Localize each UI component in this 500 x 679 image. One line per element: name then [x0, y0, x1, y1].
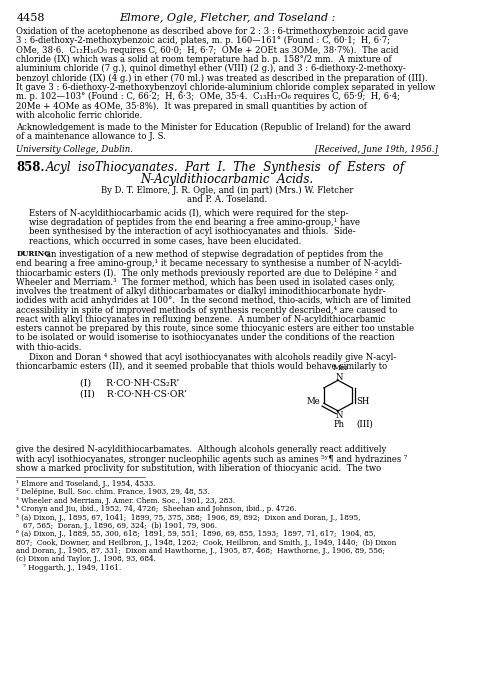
- Text: Me: Me: [306, 397, 320, 405]
- Text: thioncarbamic esters (II), and it seemed probable that thiols would behave simil: thioncarbamic esters (II), and it seemed…: [16, 363, 388, 371]
- Text: 67, 565;  Doran, J., 1896, 69, 324;  (b) 1901, 79, 906.: 67, 565; Doran, J., 1896, 69, 324; (b) 1…: [22, 522, 216, 530]
- Text: give the desired N-acyldithiocarbamates.  Although alcohols generally react addi: give the desired N-acyldithiocarbamates.…: [16, 445, 386, 454]
- Text: 4458: 4458: [16, 13, 45, 23]
- Text: Dixon and Doran ⁴ showed that acyl isothiocyanates with alcohols readily give N-: Dixon and Doran ⁴ showed that acyl isoth…: [29, 353, 396, 362]
- Text: ⁵ (a) Dixon, J., 1895, 67, 1041;  1899, 75, 375, 388;  1906, 89, 892;  Dixon and: ⁵ (a) Dixon, J., 1895, 67, 1041; 1899, 7…: [16, 513, 360, 521]
- Text: benzoyl chloride (IX) (4 g.) in ether (70 ml.) was treated as described in the p: benzoyl chloride (IX) (4 g.) in ether (7…: [16, 73, 428, 83]
- Text: with thio-acids.: with thio-acids.: [16, 343, 82, 352]
- Text: iodides with acid anhydrides at 100°.  In the second method, thio-acids, which a: iodides with acid anhydrides at 100°. In…: [16, 296, 411, 305]
- Text: ² Delépine, Bull. Soc. chim. France, 1903, 29, 48, 53.: ² Delépine, Bull. Soc. chim. France, 190…: [16, 488, 210, 496]
- Text: to be isolated or would isomerise to isothiocyanates under the conditions of the: to be isolated or would isomerise to iso…: [16, 333, 395, 342]
- Text: Acknowledgement is made to the Minister for Education (Republic of Ireland) for : Acknowledgement is made to the Minister …: [16, 123, 411, 132]
- Text: N-Acyldithiocarbamic  Acids.: N-Acyldithiocarbamic Acids.: [140, 173, 314, 186]
- Text: (I)     R·CO·NH·CS₂R’: (I) R·CO·NH·CS₂R’: [80, 379, 179, 388]
- Text: University College, Dublin.: University College, Dublin.: [16, 145, 134, 153]
- Text: wise degradation of peptides from the end bearing a free amino-group,¹ have: wise degradation of peptides from the en…: [29, 218, 360, 227]
- Text: 807;  Cook, Downer, and Heilbron, J., 1948, 1262;  Cook, Heilbron, and Smith, J.: 807; Cook, Downer, and Heilbron, J., 194…: [16, 538, 396, 547]
- Text: involves the treatment of alkyl dithiocarbamates or dialkyl iminodithiocarbonate: involves the treatment of alkyl dithioca…: [16, 287, 386, 296]
- Text: By D. T. Elmore, J. R. Ogle, and (in part) (Mrs.) W. Fletcher: By D. T. Elmore, J. R. Ogle, and (in par…: [101, 186, 353, 195]
- Text: with acyl isothiocyanates, stronger nucleophilic agents such as amines ⁵ʸ¶ and h: with acyl isothiocyanates, stronger nucl…: [16, 454, 407, 464]
- Text: an investigation of a new method of stepwise degradation of peptides from the: an investigation of a new method of step…: [46, 250, 384, 259]
- Text: N: N: [336, 411, 343, 420]
- Text: aluminium chloride (7 g.), quinol dimethyl ether (VIII) (2 g.), and 3 : 6-dietho: aluminium chloride (7 g.), quinol dimeth…: [16, 65, 406, 73]
- Text: N: N: [336, 373, 343, 382]
- Text: SH: SH: [356, 397, 370, 405]
- Text: been synthesised by the interaction of acyl isothiocyanates and thiols.  Side-: been synthesised by the interaction of a…: [29, 227, 355, 236]
- Text: and P. A. Toseland.: and P. A. Toseland.: [187, 195, 268, 204]
- Text: with alcoholic ferric chloride.: with alcoholic ferric chloride.: [16, 111, 142, 120]
- Text: ⁴ Cronyn and Jiu, ibid., 1952, 74, 4726;  Sheehan and Johnson, ibid., p. 4726.: ⁴ Cronyn and Jiu, ibid., 1952, 74, 4726;…: [16, 505, 297, 513]
- Text: reactions, which occurred in some cases, have been elucidated.: reactions, which occurred in some cases,…: [29, 236, 301, 245]
- Text: show a marked proclivity for substitution, with liberation of thiocyanic acid.  : show a marked proclivity for substitutio…: [16, 464, 382, 473]
- Text: 20Me + 4OMe as 4OMe, 35·8%).  It was prepared in small quantities by action of: 20Me + 4OMe as 4OMe, 35·8%). It was prep…: [16, 101, 367, 111]
- Text: Ph: Ph: [334, 420, 344, 429]
- Text: react with alkyl thiocyanates in refluxing benzene.  A number of N-acyldithiocar: react with alkyl thiocyanates in refluxi…: [16, 315, 386, 324]
- Text: and Doran, J., 1905, 87, 331;  Dixon and Hawthorne, J., 1905, 87, 468;  Hawthorn: and Doran, J., 1905, 87, 331; Dixon and …: [16, 547, 386, 555]
- Text: (II)    R·CO·NH·CS·OR’: (II) R·CO·NH·CS·OR’: [80, 390, 187, 399]
- Text: of a maintenance allowance to J. S.: of a maintenance allowance to J. S.: [16, 132, 167, 141]
- Text: Elmore, Ogle, Fletcher, and Toseland :: Elmore, Ogle, Fletcher, and Toseland :: [119, 13, 336, 23]
- Text: end bearing a free amino-group,¹ it became necessary to synthesise a number of N: end bearing a free amino-group,¹ it beca…: [16, 259, 402, 268]
- Text: It gave 3 : 6-diethoxy-2-methoxybenzoyl chloride-aluminium chloride complex sepa: It gave 3 : 6-diethoxy-2-methoxybenzoyl …: [16, 83, 436, 92]
- Text: DURING: DURING: [16, 250, 50, 258]
- Text: (c) Dixon and Taylor, J., 1908, 93, 684.: (c) Dixon and Taylor, J., 1908, 93, 684.: [16, 555, 156, 564]
- Text: Wheeler and Merriam.³  The former method, which has been used in isolated cases : Wheeler and Merriam.³ The former method,…: [16, 278, 395, 287]
- Text: Me₂: Me₂: [332, 365, 348, 372]
- Text: accessibility in spite of improved methods of synthesis recently described,⁴ are: accessibility in spite of improved metho…: [16, 306, 398, 314]
- Text: 3 : 6-diethoxy-2-methoxybenzoic acid, plates, m. p. 160—161° (Found : C, 60·1;  : 3 : 6-diethoxy-2-methoxybenzoic acid, pl…: [16, 36, 390, 45]
- Text: thiocarbamic esters (I).  The only methods previously reported are due to Delépi: thiocarbamic esters (I). The only method…: [16, 268, 397, 278]
- Text: Esters of N-acyldithiocarbamic acids (I), which were required for the step-: Esters of N-acyldithiocarbamic acids (I)…: [29, 208, 348, 218]
- Text: ¹ Elmore and Toseland, J., 1954, 4533.: ¹ Elmore and Toseland, J., 1954, 4533.: [16, 480, 156, 488]
- Text: ⁷ Hoggarth, J., 1949, 1161.: ⁷ Hoggarth, J., 1949, 1161.: [22, 564, 121, 572]
- Text: ⁶ (a) Dixon, J., 1889, 55, 300, 618;  1891, 59, 551;  1896, 69, 855, 1593;  1897: ⁶ (a) Dixon, J., 1889, 55, 300, 618; 189…: [16, 530, 376, 538]
- Text: OMe, 38·6.  C₁₂H₁₆O₅ requires C, 60·0;  H, 6·7;  OMe + 2OEt as 3OMe, 38·7%).  Th: OMe, 38·6. C₁₂H₁₆O₅ requires C, 60·0; H,…: [16, 45, 399, 55]
- Text: (III): (III): [356, 420, 373, 429]
- Text: 858.: 858.: [16, 161, 45, 174]
- Text: chloride (IX) which was a solid at room temperature had b. p. 158°/2 mm.  A mixt: chloride (IX) which was a solid at room …: [16, 55, 392, 64]
- Text: ³ Wheeler and Merriam, J. Amer. Chem. Soc., 1901, 23, 283.: ³ Wheeler and Merriam, J. Amer. Chem. So…: [16, 497, 235, 505]
- Text: [Received, June 19th, 1956.]: [Received, June 19th, 1956.]: [315, 145, 438, 153]
- Text: Oxidation of the acetophenone as described above for 2 : 3 : 6-trimethoxybenzoic: Oxidation of the acetophenone as describ…: [16, 27, 408, 36]
- Text: esters cannot be prepared by this route, since some thiocyanic esters are either: esters cannot be prepared by this route,…: [16, 324, 414, 333]
- Text: m. p. 102—103° (Found : C, 66·2;  H, 6·3;  OMe, 35·4.  C₁₃H₁₇O₆ requires C, 65·9: m. p. 102—103° (Found : C, 66·2; H, 6·3;…: [16, 92, 400, 101]
- Text: Acyl  isoThiocyanates.  Part  I.  The  Synthesis  of  Esters  of: Acyl isoThiocyanates. Part I. The Synthe…: [46, 161, 405, 174]
